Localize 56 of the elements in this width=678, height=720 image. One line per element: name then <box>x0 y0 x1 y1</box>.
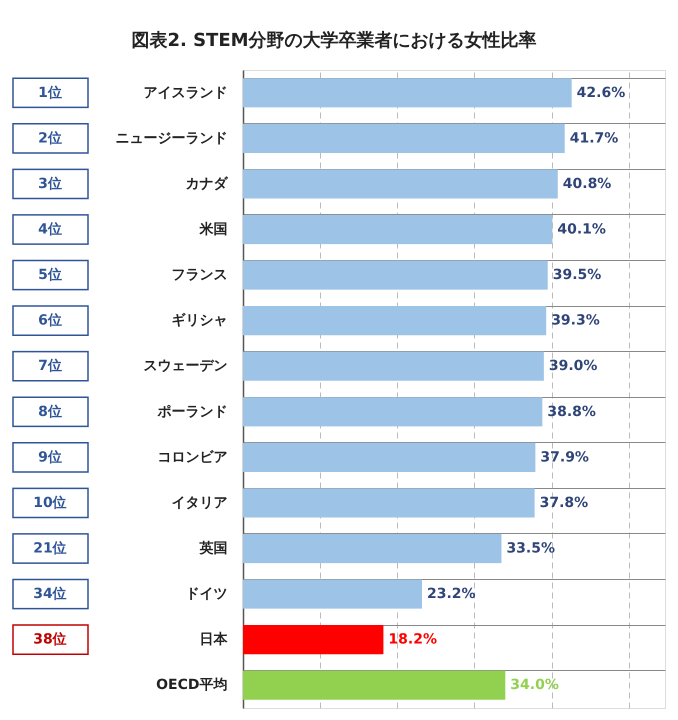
bar <box>243 579 422 609</box>
data-label: 23.2% <box>426 586 476 602</box>
text: 5位 <box>38 267 62 284</box>
y-tick-label: ニュージーランド <box>116 130 228 146</box>
data-label: 37.8% <box>540 494 588 511</box>
text: 4位 <box>38 222 62 238</box>
bar <box>243 214 552 244</box>
data-label: 39.5% <box>552 267 602 284</box>
bar <box>243 670 506 700</box>
data-label: 40.8% <box>562 176 612 192</box>
text: 34位 <box>33 586 67 602</box>
text: 1位 <box>38 84 62 101</box>
data-label: 18.2% <box>388 632 437 648</box>
text: 7位 <box>38 358 62 374</box>
y-tick-label: ドイツ <box>186 586 228 602</box>
bar <box>243 534 502 564</box>
text: 3位 <box>38 176 62 192</box>
text: 8位 <box>38 404 62 420</box>
bar <box>243 260 548 290</box>
y-tick-label: アイスランド <box>144 84 228 101</box>
text: 2位 <box>38 130 62 146</box>
text: 21位 <box>33 540 67 556</box>
chart-title: 図表2. STEM分野の大学卒業者における女性比率 <box>131 30 537 51</box>
data-label: 40.1% <box>557 222 606 238</box>
data-label: 37.9% <box>540 449 589 466</box>
bar <box>243 124 565 153</box>
data-label: 39.0% <box>548 358 598 374</box>
y-tick-label: ギリシャ <box>172 312 228 329</box>
data-label: 41.7% <box>570 130 618 146</box>
y-tick-label: ポーランド <box>156 404 228 420</box>
y-tick-label: スウェーデン <box>144 358 228 374</box>
y-tick-label: フランス <box>172 267 228 284</box>
text: 6位 <box>38 312 62 329</box>
data-label: 38.8% <box>547 404 596 420</box>
data-label: 39.3% <box>551 312 600 329</box>
text: 38位 <box>33 632 67 648</box>
bar <box>243 488 535 518</box>
bar <box>243 352 544 381</box>
y-tick-label: OECD平均 <box>156 677 228 694</box>
data-label: 33.5% <box>506 540 556 556</box>
bar <box>243 78 572 108</box>
y-tick-label: 米国 <box>198 222 228 238</box>
y-tick-label: カナダ <box>186 176 228 192</box>
data-label: 34.0% <box>510 677 559 694</box>
data-label: 42.6% <box>576 84 626 101</box>
y-tick-label: 日本 <box>200 632 228 648</box>
bar <box>243 397 542 426</box>
text: 9位 <box>38 449 62 466</box>
bar <box>243 625 384 654</box>
y-tick-label: コロンビア <box>158 449 228 466</box>
y-tick-label: 英国 <box>198 540 228 556</box>
bar <box>243 442 536 472</box>
y-tick-label: イタリア <box>172 494 228 511</box>
bar <box>243 169 558 199</box>
bar <box>243 306 546 336</box>
text: 10位 <box>33 494 67 511</box>
